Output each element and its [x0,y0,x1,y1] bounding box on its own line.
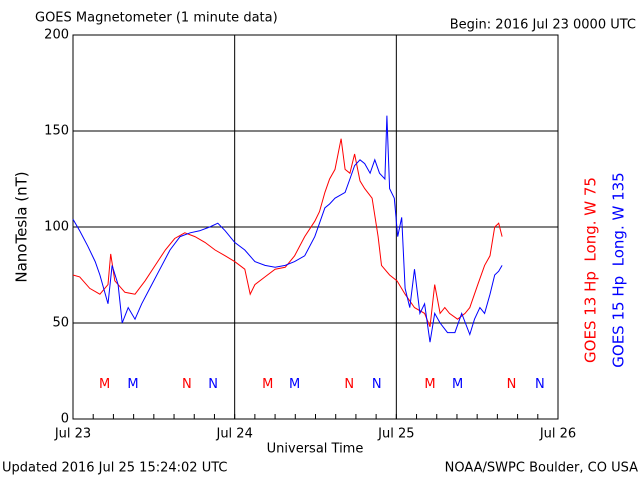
y-tick-label: 100 [44,220,69,235]
series-line [72,138,503,327]
x-tick-label: Jul 26 [539,427,576,442]
legend-entry: GOES 15 Hp Long. W 135 [610,172,628,367]
series-line [72,115,503,343]
x-axis-label: Universal Time [267,442,364,457]
annotation: N [535,377,545,392]
annotation: M [262,377,273,392]
chart-subtitle: Begin: 2016 Jul 23 0000 UTC [450,18,636,33]
annotation: M [127,377,138,392]
annotation: N [372,377,382,392]
y-tick-label: 0 [61,412,69,427]
y-axis-label: NanoTesla (nT) [13,171,31,282]
annotation: M [452,377,463,392]
annotation: M [424,377,435,392]
chart-title: GOES Magnetometer (1 minute data) [35,11,278,26]
x-tick-label: Jul 24 [215,427,252,442]
annotation: N [182,377,192,392]
y-tick-label: 50 [52,316,69,331]
y-tick-label: 150 [44,124,69,139]
annotation: N [208,377,218,392]
plot-frame [72,34,559,420]
annotation: M [99,377,110,392]
footer-left: Updated 2016 Jul 25 15:24:02 UTC [2,461,227,476]
x-tick-label: Jul 25 [377,427,414,442]
y-tick-label: 200 [44,28,69,43]
footer-right: NOAA/SWPC Boulder, CO USA [445,461,638,476]
x-tick-label: Jul 23 [54,427,91,442]
legend-entry: GOES 13 Hp Long. W 75 [582,177,600,363]
annotation: N [344,377,354,392]
annotation: N [507,377,517,392]
annotation: M [289,377,300,392]
